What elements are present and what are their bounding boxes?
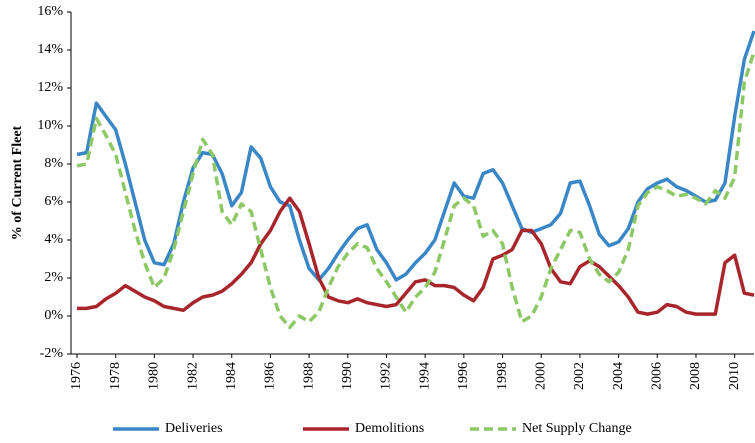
x-tick-label: 1994: [417, 362, 432, 390]
x-tick-label: 1998: [495, 362, 510, 390]
x-tick-label: 2000: [533, 362, 548, 390]
y-tick-label: 8%: [44, 156, 63, 171]
y-tick-label: 6%: [44, 194, 63, 209]
x-tick-label: 1990: [340, 362, 355, 390]
y-axis-label: % of Current Fleet: [10, 125, 25, 240]
x-tick-label: 1992: [379, 362, 394, 390]
x-tick-label: 2010: [727, 362, 742, 390]
legend-label: Demolitions: [355, 421, 424, 436]
x-tick-label: 1980: [147, 362, 162, 390]
data-line: [76, 51, 755, 330]
x-tick-label: 2006: [650, 362, 665, 390]
x-tick-label: 1996: [456, 362, 471, 390]
legend-label: Deliveries: [165, 421, 223, 436]
y-tick-label: 14%: [37, 42, 63, 57]
y-tick-label: 16%: [37, 4, 63, 19]
data-line: [76, 30, 755, 282]
x-tick-label: 1978: [108, 362, 123, 390]
legend-label: Net Supply Change: [522, 421, 632, 436]
x-tick-label: 2008: [688, 362, 703, 390]
y-tick-label: 12%: [37, 80, 63, 95]
x-tick-label: 2002: [572, 362, 587, 390]
y-tick-label: 4%: [44, 232, 63, 247]
x-tick-label: 2004: [611, 362, 626, 390]
y-tick-label: 10%: [37, 118, 63, 133]
x-tick-label: 1984: [224, 362, 239, 390]
y-tick-label: -2%: [40, 346, 64, 361]
data-line: [77, 196, 755, 316]
x-tick-label: 1982: [185, 362, 200, 390]
y-tick-label: 2%: [44, 270, 63, 285]
x-tick-label: 1988: [301, 362, 316, 390]
x-tick-label: 1986: [263, 362, 278, 390]
y-tick-label: 0%: [44, 308, 63, 323]
x-tick-label: 1976: [69, 362, 84, 390]
